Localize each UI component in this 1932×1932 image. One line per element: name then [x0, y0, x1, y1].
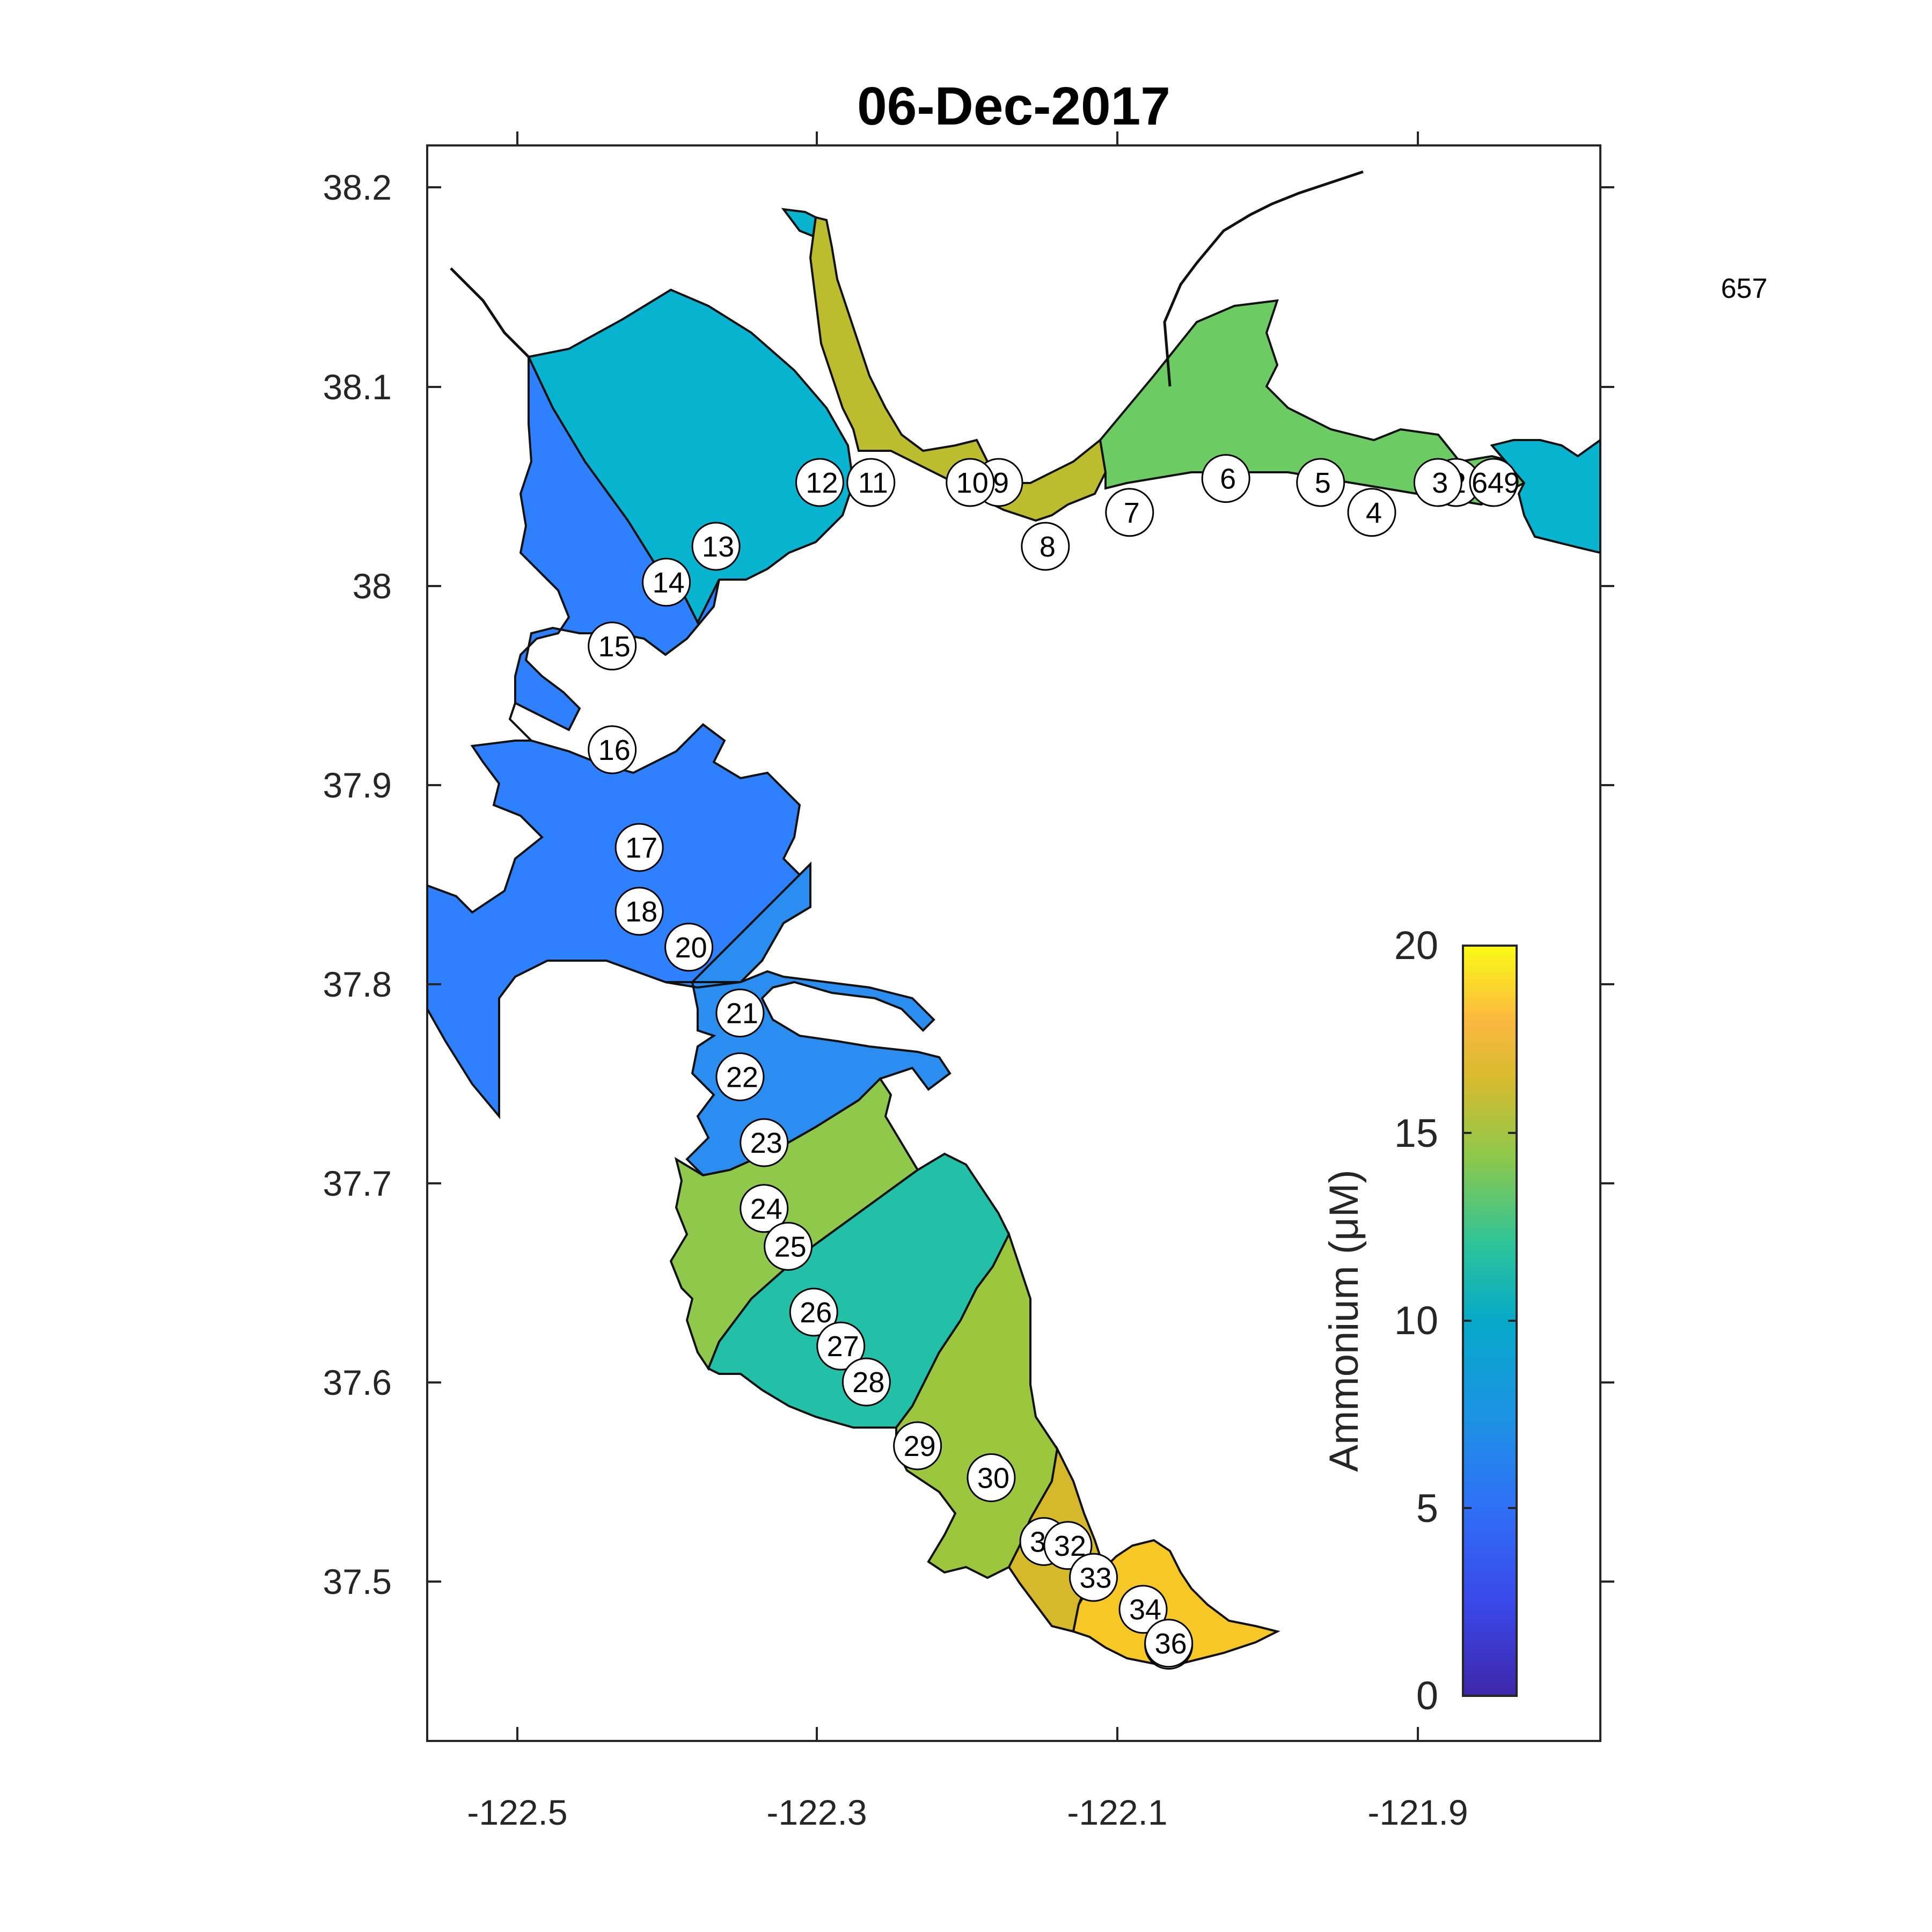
station-label: 26	[800, 1297, 832, 1329]
station-marker	[1413, 458, 1462, 507]
station-marker	[740, 1118, 789, 1167]
station-label: 13	[702, 531, 734, 563]
y-tick-label: 37.8	[323, 964, 392, 1004]
station-label: 649	[1472, 467, 1520, 499]
y-tick-label: 38.2	[323, 167, 392, 207]
ammonium-regions	[427, 170, 1600, 1665]
station-label: 11	[858, 467, 888, 499]
station-label: 7	[1124, 497, 1140, 529]
station-marker	[1469, 458, 1518, 507]
y-tick-label: 37.5	[323, 1562, 392, 1601]
station-marker	[691, 522, 741, 571]
station-marker	[1296, 458, 1345, 507]
colorbar	[1462, 945, 1518, 1697]
station-label: 27	[827, 1330, 859, 1363]
station-marker	[740, 1184, 789, 1233]
region-far-south-yellow	[1072, 1539, 1280, 1665]
station-marker	[715, 989, 765, 1038]
northwest-shoreline	[450, 267, 530, 358]
y-tick-label: 38.1	[323, 367, 392, 407]
figure-title: 06-Dec-2017	[857, 76, 1170, 136]
station-marker	[946, 458, 995, 507]
station-label: 9	[993, 467, 1009, 499]
station-label: 22	[726, 1061, 758, 1093]
station-label: 8	[1040, 531, 1056, 563]
station-label: 4	[1366, 497, 1382, 529]
colorbar-ticks	[1463, 945, 1517, 1697]
station-label: 20	[675, 932, 707, 964]
region-south-bay-lower	[895, 1231, 1059, 1579]
x-tick-label: -122.1	[1067, 1792, 1167, 1832]
station-marker	[816, 1321, 866, 1371]
station-marker	[1201, 454, 1250, 503]
station-marker	[642, 558, 691, 607]
station-marker	[1105, 488, 1154, 537]
y-tick-label: 37.6	[323, 1363, 392, 1402]
station-label: 24	[750, 1193, 782, 1225]
station-label: 33	[1079, 1562, 1111, 1594]
region-napa-river	[809, 216, 1107, 522]
station-label: 23	[750, 1127, 782, 1159]
station-label: 16	[598, 734, 631, 766]
station-marker	[764, 1221, 813, 1271]
napa-river-line	[1163, 170, 1364, 387]
station-label: 6	[1220, 463, 1236, 495]
colorbar-tick-label: 0	[1416, 1673, 1438, 1718]
station-marker	[614, 823, 664, 872]
y-tick-label: 38	[353, 566, 392, 606]
station-marker	[893, 1421, 942, 1470]
station-label: 29	[904, 1430, 936, 1462]
station-marker	[1118, 1585, 1168, 1634]
station-marker	[846, 458, 896, 507]
station-marker	[789, 1287, 838, 1337]
x-tick-label: -122.3	[766, 1792, 867, 1832]
station-label: 10	[956, 467, 989, 499]
station-marker	[1144, 1619, 1194, 1668]
station-label: 21	[726, 998, 758, 1030]
y-tick-label: 37.9	[323, 765, 392, 805]
station-marker	[1021, 522, 1070, 571]
station-label: 14	[653, 567, 685, 599]
station-marker	[588, 621, 637, 671]
station-label: 5	[1315, 467, 1331, 499]
station-label: 17	[625, 832, 657, 864]
station-marker	[664, 923, 714, 972]
station-marker	[715, 1052, 765, 1101]
colorbar-tick-label: 10	[1394, 1298, 1438, 1343]
axis-ticks	[427, 131, 1614, 1741]
region-delta-east	[1490, 438, 1600, 554]
x-tick-label: -122.5	[467, 1792, 567, 1832]
colorbar-tick-label: 15	[1394, 1111, 1438, 1155]
colorbar-title: Ammonium (μM)	[1321, 1169, 1367, 1472]
colorbar-tick-label: 5	[1416, 1486, 1438, 1531]
y-tick-label: 37.7	[323, 1163, 392, 1203]
station-marker	[1347, 488, 1396, 537]
colorbar-tick-label: 20	[1394, 923, 1438, 968]
station-label: 12	[806, 467, 838, 499]
station-marker	[841, 1357, 891, 1407]
station-label: 18	[625, 896, 657, 928]
station-label: 15	[598, 631, 631, 663]
station-label: 36	[1155, 1628, 1187, 1660]
corner-label: 657	[1721, 273, 1768, 304]
station-label: 25	[774, 1231, 807, 1263]
station-label: 28	[852, 1366, 884, 1399]
station-marker	[967, 1453, 1016, 1502]
station-marker	[1069, 1553, 1118, 1602]
station-label: 34	[1129, 1594, 1161, 1626]
station-marker	[795, 458, 844, 507]
station-markers: 2345678910111213141516171820212223242526…	[588, 454, 1520, 1670]
station-marker	[614, 887, 664, 936]
x-tick-label: -121.9	[1367, 1792, 1468, 1832]
station-label: 30	[977, 1462, 1009, 1494]
region-petaluma-patch	[781, 208, 817, 238]
station-marker	[588, 725, 637, 774]
station-label: 3	[1432, 467, 1448, 499]
